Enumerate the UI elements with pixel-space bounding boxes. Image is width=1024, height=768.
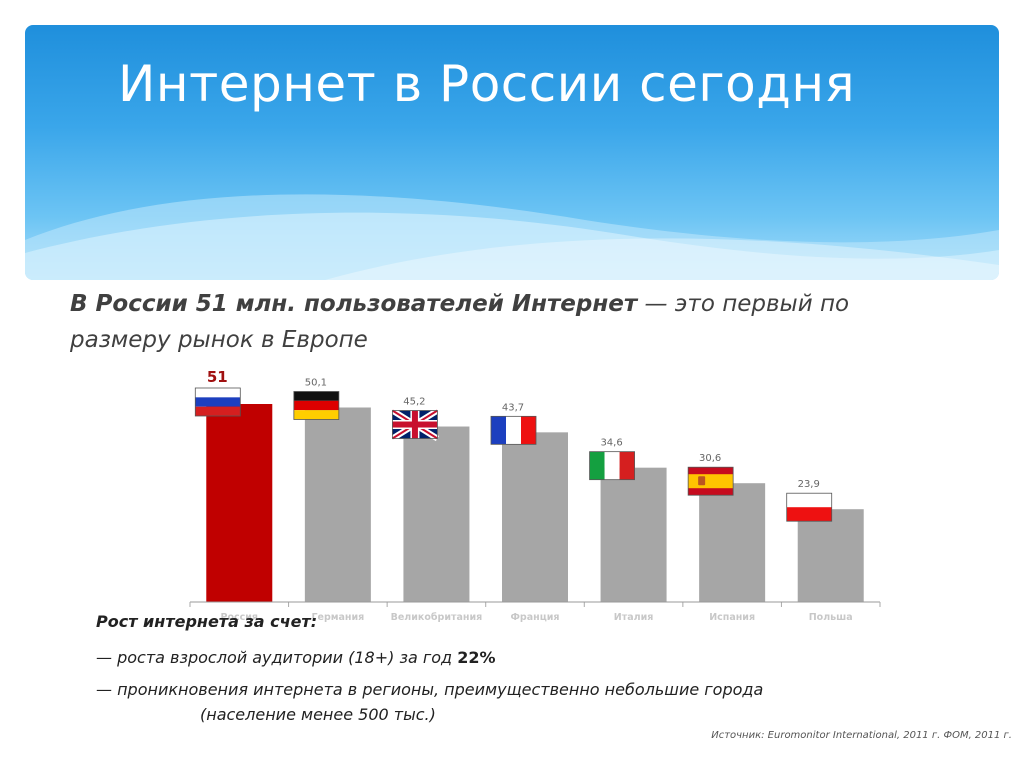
category-label-4: Италия	[614, 612, 654, 623]
category-label-2: Великобритания	[391, 612, 483, 623]
note-adult-text: — роста взрослой аудитории (18+) за год	[96, 648, 458, 667]
value-label-2: 45,2	[403, 397, 425, 408]
category-label-6: Польша	[809, 612, 853, 623]
germany-flag	[293, 391, 340, 420]
italy-flag	[589, 451, 635, 481]
note-adult-audience: — роста взрослой аудитории (18+) за год …	[96, 648, 495, 667]
value-label-0: 51	[207, 368, 228, 386]
bar-5	[699, 483, 766, 602]
subtitle-rest: — это первый по размеру рынок в Европе	[70, 291, 850, 353]
uk-flag	[390, 407, 440, 442]
notes-heading: Рост интернета за счет:	[96, 612, 318, 631]
bar-3	[502, 432, 568, 602]
note-regions-line2: (население менее 500 тыс.)	[200, 705, 436, 724]
title-banner	[25, 25, 999, 280]
internet-users-bar-chart: 51 Россия 50,1 Германия 45,2 Великобритания 43…	[189, 368, 881, 623]
wave-decoration	[25, 194, 999, 280]
bar-6	[797, 509, 864, 602]
note-adult-value: 22%	[457, 648, 496, 667]
bar-1	[304, 407, 371, 602]
slide-title: Интернет в России сегодня	[118, 55, 856, 113]
value-label-1: 50,1	[305, 377, 327, 388]
category-label-0: Россия	[221, 612, 259, 623]
category-label-1: Германия	[311, 612, 364, 623]
bar-0	[206, 404, 273, 602]
note-regions-line1: — проникновения интернета в регионы, пре…	[96, 680, 764, 699]
value-label-5: 30,6	[699, 453, 721, 464]
value-label-3: 43,7	[502, 402, 524, 413]
russia-flag	[194, 387, 241, 417]
source-note: Источник: Euromonitor International, 201…	[711, 730, 1012, 741]
bar-4	[600, 467, 667, 602]
subtitle-bold: В России 51 млн. пользователей Интернет	[70, 291, 638, 317]
category-label-5: Испания	[709, 612, 755, 623]
bar-2	[403, 426, 470, 602]
poland-flag	[786, 492, 833, 522]
value-label-6: 23,9	[798, 479, 820, 490]
spain-flag	[687, 466, 734, 496]
france-flag	[490, 415, 537, 445]
slide-subtitle: В России 51 млн. пользователей Интернет …	[70, 286, 910, 358]
value-label-4: 34,6	[600, 438, 622, 449]
category-label-3: Франция	[511, 612, 560, 623]
